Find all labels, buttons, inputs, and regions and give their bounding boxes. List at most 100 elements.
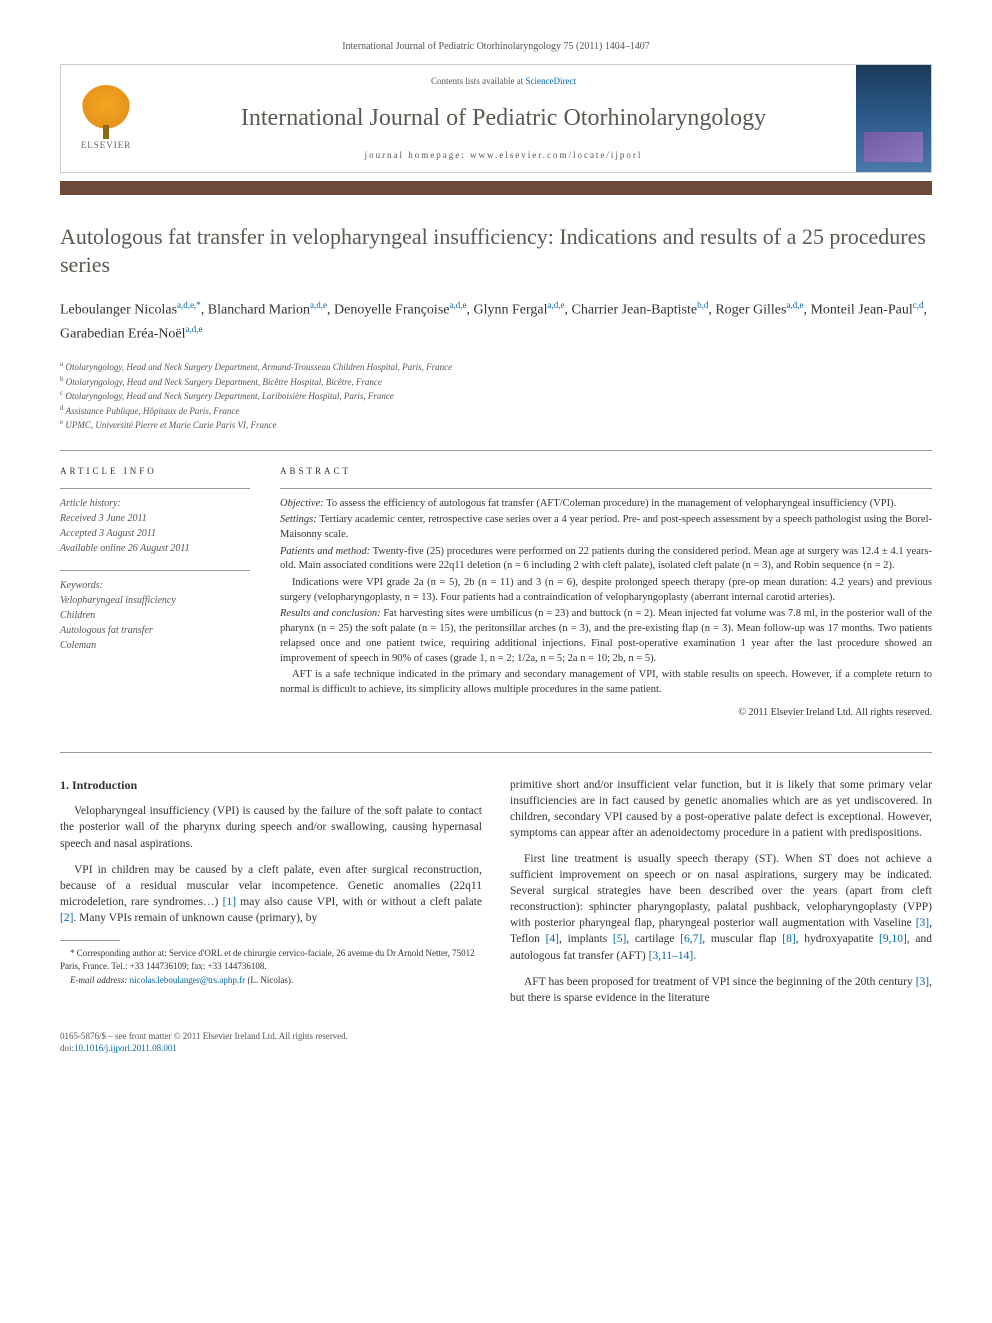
footnote-separator: [60, 940, 120, 941]
homepage-prefix: journal homepage:: [365, 150, 470, 160]
keyword: Coleman: [60, 639, 250, 653]
contents-line: Contents lists available at ScienceDirec…: [159, 75, 848, 88]
author-name[interactable]: , Monteil Jean-Paul: [803, 303, 912, 318]
journal-cover-thumbnail[interactable]: [856, 65, 931, 172]
paragraph: VPI in children may be caused by a cleft…: [60, 862, 482, 926]
online-date: Available online 26 August 2011: [60, 542, 250, 556]
corr-label: * Corresponding author at:: [70, 948, 169, 958]
author-name[interactable]: , Blanchard Marion: [201, 303, 310, 318]
citation-link[interactable]: [4]: [546, 933, 559, 945]
text: First line treatment is usually speech t…: [510, 853, 932, 929]
citation-link[interactable]: [9,10]: [879, 933, 907, 945]
text: , hydroxyapatite: [796, 933, 879, 945]
homepage-url[interactable]: www.elsevier.com/locate/ijporl: [470, 150, 642, 160]
author-affiliation-sup: a,d,e: [449, 300, 466, 310]
authors-list: Leboulanger Nicolasa,d,e,*, Blanchard Ma…: [60, 298, 932, 346]
elsevier-tree-icon: [81, 85, 131, 135]
objective-text: To assess the efficiency of autologous f…: [324, 498, 897, 509]
accent-bar: [60, 181, 932, 195]
email-link[interactable]: nicolas.leboulanger@trs.aphp.fr: [130, 975, 246, 985]
paragraph: Velopharyngeal insufficiency (VPI) is ca…: [60, 803, 482, 851]
author-affiliation-sup: a,d,e: [310, 300, 327, 310]
author-affiliation-sup: a,d,e: [548, 300, 565, 310]
homepage-line: journal homepage: www.elsevier.com/locat…: [159, 149, 848, 162]
keywords-block: Keywords: Velopharyngeal insufficiencyCh…: [60, 570, 250, 653]
citation-link[interactable]: [3]: [916, 976, 929, 988]
info-abstract-row: ARTICLE INFO Article history: Received 3…: [60, 451, 932, 722]
keyword: Children: [60, 609, 250, 623]
text: , implants: [559, 933, 613, 945]
affiliation: a Otolaryngology, Head and Neck Surgery …: [60, 360, 932, 374]
citation-link[interactable]: [3,11–14]: [649, 950, 694, 962]
citation-link[interactable]: [3]: [916, 917, 929, 929]
affiliation: e UPMC, Université Pierre et Marie Curie…: [60, 418, 932, 432]
keyword: Velopharyngeal insufficiency: [60, 594, 250, 608]
doi-link[interactable]: 10.1016/j.ijporl.2011.08.001: [74, 1043, 177, 1053]
abstract-heading: ABSTRACT: [280, 465, 932, 478]
text: AFT has been proposed for treatment of V…: [524, 976, 916, 988]
text: may also cause VPI, with or without a cl…: [236, 896, 482, 908]
text: , muscular flap: [702, 933, 782, 945]
copyright: © 2011 Elsevier Ireland Ltd. All rights …: [280, 706, 932, 720]
article-info: ARTICLE INFO Article history: Received 3…: [60, 451, 250, 722]
article-title: Autologous fat transfer in velopharyngea…: [60, 223, 932, 280]
citation-link[interactable]: [2]: [60, 912, 73, 924]
journal-header: ELSEVIER Contents lists available at Sci…: [60, 64, 932, 173]
elsevier-logo[interactable]: ELSEVIER: [61, 65, 151, 172]
author-name[interactable]: , Glynn Fergal: [466, 303, 547, 318]
indications-text: Indications were VPI grade 2a (n = 5), 2…: [280, 577, 932, 603]
keywords-label: Keywords:: [60, 579, 250, 593]
sciencedirect-link[interactable]: ScienceDirect: [526, 76, 576, 86]
affiliation: c Otolaryngology, Head and Neck Surgery …: [60, 389, 932, 403]
author-affiliation-sup: a,d,e,*: [177, 300, 201, 310]
abstract-body: Objective: To assess the efficiency of a…: [280, 488, 932, 720]
paragraph: primitive short and/or insufficient vela…: [510, 777, 932, 841]
patients-label: Patients and method:: [280, 546, 370, 557]
article-info-heading: ARTICLE INFO: [60, 465, 250, 478]
history-label: Article history:: [60, 497, 250, 511]
patients-text: Twenty-five (25) procedures were perform…: [280, 546, 932, 572]
author-affiliation-sup: a,d,e: [786, 300, 803, 310]
author-name[interactable]: , Denoyelle Françoise: [327, 303, 449, 318]
settings-label: Settings:: [280, 514, 317, 525]
body-text: 1. Introduction Velopharyngeal insuffici…: [60, 777, 932, 1016]
doi-label: doi:: [60, 1043, 74, 1053]
settings-text: Tertiary academic center, retrospective …: [280, 514, 932, 540]
accepted-date: Accepted 3 August 2011: [60, 527, 250, 541]
citation-link[interactable]: [5]: [613, 933, 626, 945]
email-label: E-mail address:: [70, 975, 130, 985]
author-affiliation-sup: b,d: [697, 300, 708, 310]
citation-link[interactable]: [6,7]: [680, 933, 702, 945]
received-date: Received 3 June 2011: [60, 512, 250, 526]
issn-line: 0165-5876/$ – see front matter © 2011 El…: [60, 1030, 932, 1043]
paragraph: AFT has been proposed for treatment of V…: [510, 974, 932, 1006]
text: . Many VPIs remain of unknown cause (pri…: [73, 912, 317, 924]
email-suffix: (L. Nicolas).: [245, 975, 293, 985]
author-affiliation-sup: c,d: [913, 300, 924, 310]
journal-title: International Journal of Pediatric Otorh…: [159, 102, 848, 136]
journal-reference: International Journal of Pediatric Otorh…: [60, 40, 932, 54]
abstract: ABSTRACT Objective: To assess the effici…: [280, 451, 932, 722]
section-1-heading: 1. Introduction: [60, 777, 482, 794]
elsevier-text: ELSEVIER: [81, 139, 132, 152]
divider: [60, 752, 932, 753]
keyword: Autologous fat transfer: [60, 624, 250, 638]
results-label: Results and conclusion:: [280, 608, 381, 619]
conclusion-text: AFT is a safe technique indicated in the…: [280, 669, 932, 695]
author-name[interactable]: Leboulanger Nicolas: [60, 303, 177, 318]
affiliation: b Otolaryngology, Head and Neck Surgery …: [60, 375, 932, 389]
objective-label: Objective:: [280, 498, 324, 509]
author-name[interactable]: , Roger Gilles: [708, 303, 786, 318]
affiliation: d Assistance Publique, Hôpitaux de Paris…: [60, 404, 932, 418]
text: , cartilage: [626, 933, 680, 945]
article-history: Article history: Received 3 June 2011 Ac…: [60, 488, 250, 556]
paragraph: First line treatment is usually speech t…: [510, 851, 932, 964]
corresponding-author-footnote: * Corresponding author at: Service d'ORL…: [60, 947, 482, 987]
author-name[interactable]: , Charrier Jean-Baptiste: [565, 303, 698, 318]
author-affiliation-sup: a,d,e: [186, 324, 203, 334]
citation-link[interactable]: [8]: [782, 933, 795, 945]
affiliations: a Otolaryngology, Head and Neck Surgery …: [60, 360, 932, 432]
citation-link[interactable]: [1]: [223, 896, 236, 908]
header-center: Contents lists available at ScienceDirec…: [151, 65, 856, 172]
text: .: [693, 950, 696, 962]
